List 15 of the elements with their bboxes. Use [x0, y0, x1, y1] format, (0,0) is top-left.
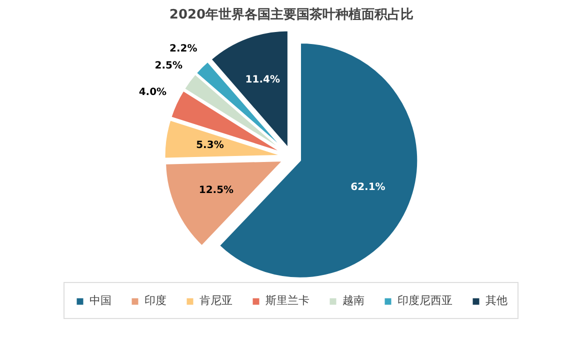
data-label: 62.1% — [350, 182, 386, 193]
legend-label: 中国 — [90, 293, 112, 308]
data-label: 11.4% — [245, 74, 280, 86]
legend-label: 其他 — [486, 293, 508, 308]
data-label: 4.0% — [138, 87, 167, 98]
legend-label: 印度 — [144, 293, 166, 308]
data-label: 12.5% — [198, 184, 234, 196]
data-label: 2.2% — [169, 43, 198, 54]
legend-label: 肯尼亚 — [200, 293, 232, 308]
legend-label: 印度尼西亚 — [398, 293, 452, 308]
legend-label: 越南 — [342, 293, 364, 308]
chart-title: 2020年世界各国主要国茶叶种植面积占比 — [169, 6, 414, 22]
data-label: 5.3% — [196, 140, 224, 151]
data-label: 2.5% — [154, 60, 182, 72]
legend-label: 斯里兰卡 — [266, 293, 310, 308]
